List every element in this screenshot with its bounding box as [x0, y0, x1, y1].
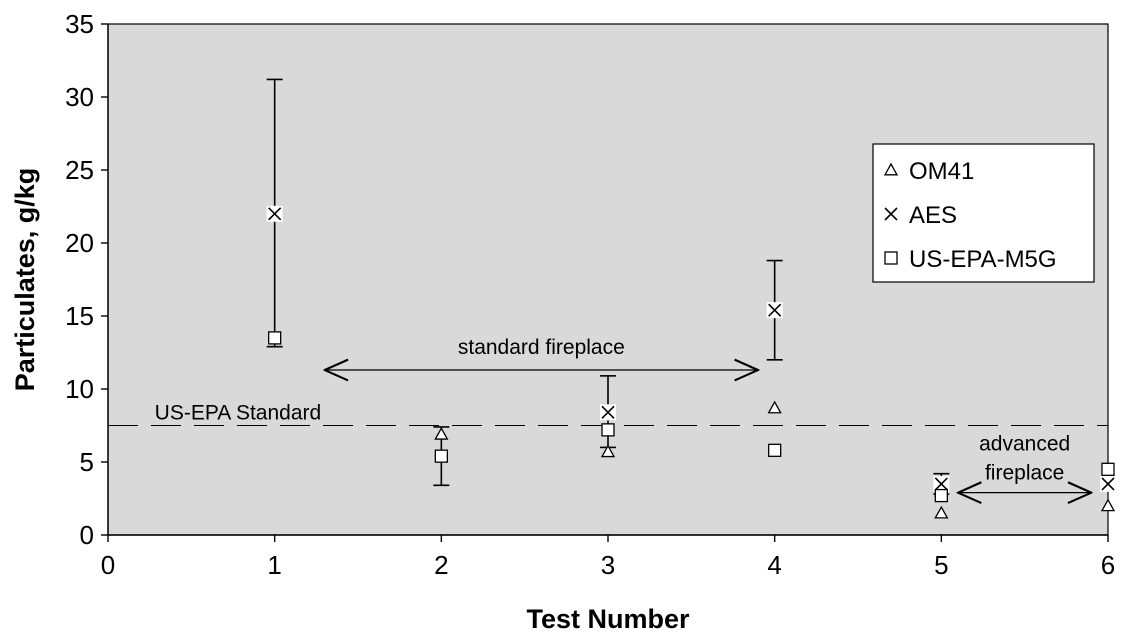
y-tick-label: 35 — [65, 9, 94, 39]
x-marker-cross — [934, 477, 948, 491]
annotation-label: standard fireplace — [458, 336, 625, 359]
legend-box — [872, 143, 1095, 283]
legend: OM41 AES US-EPA-M5G — [872, 143, 1095, 283]
data-point-om41 — [600, 444, 616, 458]
data-point-us-epa-m5g — [1101, 462, 1115, 476]
data-point-us-epa-m5g — [601, 423, 615, 437]
data-point-aes — [600, 404, 616, 421]
annotation-layer: standard fireplace advanced fireplace — [325, 336, 1092, 493]
data-point-us-epa-m5g — [434, 449, 448, 463]
data-point-us-epa-m5g — [934, 488, 948, 503]
y-tick-label: 5 — [80, 447, 94, 477]
data-point-aes — [933, 475, 950, 492]
legend-marker-om41 — [883, 162, 899, 176]
x-marker-cross — [1101, 477, 1115, 491]
data-point-aes — [1100, 475, 1116, 492]
axis-layer: 0 5 10 15 20 25 30 35 0 1 2 3 4 5 6 — [65, 9, 1115, 580]
data-point-us-epa-m5g — [268, 331, 282, 345]
x-tick-label: 3 — [601, 550, 615, 580]
data-point-om41 — [434, 426, 449, 440]
data-layer: US-EPA Standard — [108, 78, 1116, 519]
x-tick-label: 2 — [434, 550, 448, 580]
x-marker-cross — [601, 405, 615, 419]
legend-label-aes: AES — [909, 202, 957, 229]
data-point-om41 — [1100, 498, 1116, 512]
data-point-aes — [766, 302, 783, 319]
y-tick-label: 25 — [65, 155, 94, 185]
annotation-label: fireplace — [985, 462, 1064, 485]
y-tick-label: 30 — [65, 82, 94, 112]
x-tick-label: 1 — [267, 550, 281, 580]
legend-label-om41: OM41 — [909, 158, 974, 185]
data-point-aes — [266, 205, 283, 222]
x-tick-label: 0 — [101, 550, 115, 580]
x-marker-cross — [884, 207, 898, 221]
data-point-us-epa-m5g — [768, 443, 782, 457]
x-marker-cross — [268, 207, 282, 221]
y-tick-label: 20 — [65, 228, 94, 258]
y-tick-label: 10 — [65, 374, 94, 404]
y-tick-label: 0 — [80, 520, 94, 550]
x-axis-title: Test Number — [526, 604, 690, 633]
x-tick-label: 6 — [1101, 550, 1115, 580]
x-marker-cross — [768, 303, 782, 317]
legend-marker-us-epa-m5g — [884, 251, 898, 265]
reference-line-label: US-EPA Standard — [155, 402, 322, 425]
legend-marker-aes — [883, 206, 899, 222]
y-tick-label: 15 — [65, 301, 94, 331]
annotation-label: advanced — [979, 433, 1070, 456]
data-point-om41 — [934, 505, 949, 519]
x-tick-label: 4 — [767, 550, 781, 580]
x-tick-label: 5 — [934, 550, 948, 580]
data-point-om41 — [767, 400, 782, 414]
legend-label-us-epa-m5g: US-EPA-M5G — [909, 246, 1057, 273]
y-axis-title: Particulates, g/kg — [10, 168, 40, 392]
